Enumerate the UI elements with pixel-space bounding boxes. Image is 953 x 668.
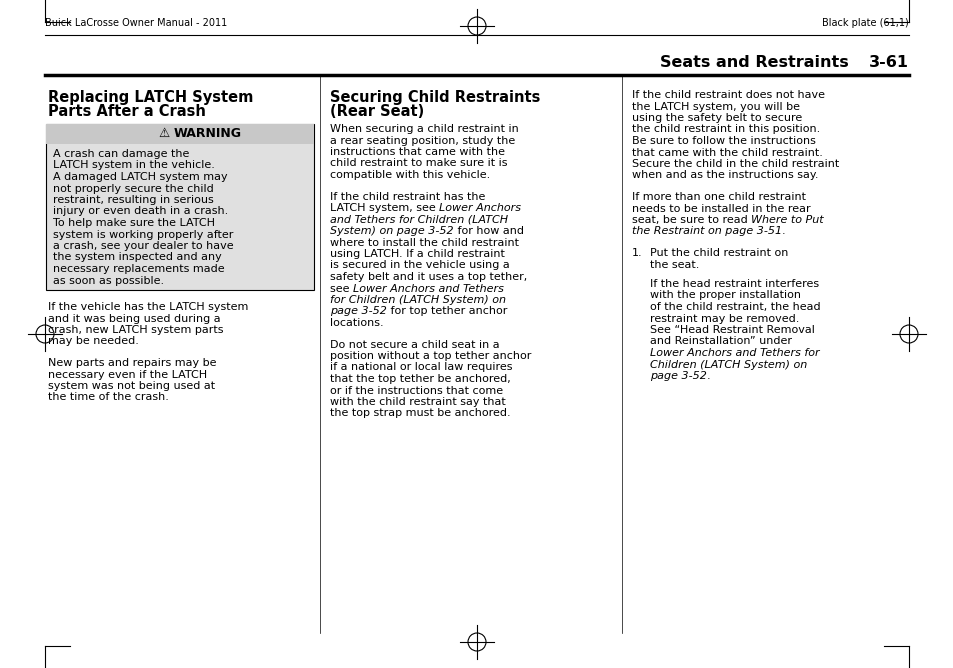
Text: restraint, resulting in serious: restraint, resulting in serious — [53, 195, 213, 205]
Text: with the child restraint say that: with the child restraint say that — [330, 397, 505, 407]
Text: Be sure to follow the instructions: Be sure to follow the instructions — [631, 136, 815, 146]
Text: Lower Anchors and Tethers for: Lower Anchors and Tethers for — [649, 348, 819, 358]
Text: restraint may be removed.: restraint may be removed. — [649, 313, 799, 323]
Text: that came with the child restraint.: that came with the child restraint. — [631, 148, 822, 158]
Text: see: see — [330, 283, 353, 293]
Text: of the child restraint, the head: of the child restraint, the head — [649, 302, 820, 312]
Text: or if the instructions that come: or if the instructions that come — [330, 385, 502, 395]
Text: Lower Anchors: Lower Anchors — [438, 203, 520, 213]
Text: Parts After a Crash: Parts After a Crash — [48, 104, 206, 119]
Text: needs to be installed in the rear: needs to be installed in the rear — [631, 204, 810, 214]
Text: position without a top tether anchor: position without a top tether anchor — [330, 351, 531, 361]
Text: the child restraint in this position.: the child restraint in this position. — [631, 124, 820, 134]
Bar — [46, 124, 314, 290]
Text: ⚠: ⚠ — [158, 127, 170, 140]
Text: system was not being used at: system was not being used at — [48, 381, 214, 391]
Text: the top strap must be anchored.: the top strap must be anchored. — [330, 409, 510, 418]
Text: If the head restraint interferes: If the head restraint interferes — [649, 279, 819, 289]
Text: .: . — [706, 371, 710, 381]
Text: a rear seating position, study the: a rear seating position, study the — [330, 136, 515, 146]
Text: system is working properly after: system is working properly after — [53, 230, 233, 240]
Text: See “Head Restraint Removal: See “Head Restraint Removal — [649, 325, 814, 335]
Text: If the child restraint has the: If the child restraint has the — [330, 192, 485, 202]
Text: Securing Child Restraints: Securing Child Restraints — [330, 90, 539, 105]
Bar — [46, 124, 314, 144]
Text: WARNING: WARNING — [173, 127, 242, 140]
Text: when and as the instructions say.: when and as the instructions say. — [631, 170, 818, 180]
Text: A crash can damage the: A crash can damage the — [53, 149, 190, 159]
Text: with the proper installation: with the proper installation — [649, 291, 801, 301]
Text: If the vehicle has the LATCH system: If the vehicle has the LATCH system — [48, 302, 248, 312]
Text: for how and: for how and — [453, 226, 523, 236]
Text: A damaged LATCH system may: A damaged LATCH system may — [53, 172, 228, 182]
Text: Buick LaCrosse Owner Manual - 2011: Buick LaCrosse Owner Manual - 2011 — [45, 18, 227, 28]
Text: using the safety belt to secure: using the safety belt to secure — [631, 113, 801, 123]
Text: Put the child restraint on: Put the child restraint on — [649, 248, 787, 258]
Text: LATCH system in the vehicle.: LATCH system in the vehicle. — [53, 160, 214, 170]
Text: page 3-52: page 3-52 — [330, 307, 387, 317]
Text: crash, new LATCH system parts: crash, new LATCH system parts — [48, 325, 223, 335]
Text: instructions that came with the: instructions that came with the — [330, 147, 504, 157]
Text: injury or even death in a crash.: injury or even death in a crash. — [53, 206, 228, 216]
Text: Replacing LATCH System: Replacing LATCH System — [48, 90, 253, 105]
Text: and Tethers for Children (LATCH: and Tethers for Children (LATCH — [330, 214, 508, 224]
Text: as soon as possible.: as soon as possible. — [53, 275, 164, 285]
Text: Secure the child in the child restraint: Secure the child in the child restraint — [631, 159, 839, 169]
Text: Seats and Restraints: Seats and Restraints — [659, 55, 848, 70]
Text: the Restraint on page 3-51: the Restraint on page 3-51 — [631, 226, 781, 236]
Text: the system inspected and any: the system inspected and any — [53, 253, 221, 263]
Text: Black plate (61,1): Black plate (61,1) — [821, 18, 908, 28]
Text: safety belt and it uses a top tether,: safety belt and it uses a top tether, — [330, 272, 527, 282]
Text: may be needed.: may be needed. — [48, 337, 139, 347]
Text: a crash, see your dealer to have: a crash, see your dealer to have — [53, 241, 233, 251]
Text: System) on page 3-52: System) on page 3-52 — [330, 226, 453, 236]
Text: LATCH system, see: LATCH system, see — [330, 203, 438, 213]
Text: and it was being used during a: and it was being used during a — [48, 313, 220, 323]
Text: the seat.: the seat. — [649, 259, 699, 269]
Text: Lower Anchors and Tethers: Lower Anchors and Tethers — [353, 283, 503, 293]
Text: the LATCH system, you will be: the LATCH system, you will be — [631, 102, 800, 112]
Text: page 3-52: page 3-52 — [649, 371, 706, 381]
Text: necessary replacements made: necessary replacements made — [53, 264, 224, 274]
Text: that the top tether be anchored,: that the top tether be anchored, — [330, 374, 510, 384]
Text: seat, be sure to read: seat, be sure to read — [631, 215, 750, 225]
Text: child restraint to make sure it is: child restraint to make sure it is — [330, 158, 507, 168]
Text: If more than one child restraint: If more than one child restraint — [631, 192, 805, 202]
Text: for Children (LATCH System) on: for Children (LATCH System) on — [330, 295, 505, 305]
Text: compatible with this vehicle.: compatible with this vehicle. — [330, 170, 490, 180]
Text: where to install the child restraint: where to install the child restraint — [330, 238, 518, 248]
Text: Do not secure a child seat in a: Do not secure a child seat in a — [330, 339, 499, 349]
Text: and Reinstallation” under: and Reinstallation” under — [649, 337, 791, 347]
Text: for top tether anchor: for top tether anchor — [387, 307, 507, 317]
Text: not properly secure the child: not properly secure the child — [53, 184, 213, 194]
Text: To help make sure the LATCH: To help make sure the LATCH — [53, 218, 214, 228]
Text: 3-61: 3-61 — [868, 55, 908, 70]
Text: locations.: locations. — [330, 318, 383, 328]
Text: If the child restraint does not have: If the child restraint does not have — [631, 90, 824, 100]
Text: necessary even if the LATCH: necessary even if the LATCH — [48, 369, 207, 379]
Text: .: . — [781, 226, 785, 236]
Text: is secured in the vehicle using a: is secured in the vehicle using a — [330, 261, 509, 271]
Text: Where to Put: Where to Put — [750, 215, 823, 225]
Text: if a national or local law requires: if a national or local law requires — [330, 363, 512, 373]
Text: the time of the crash.: the time of the crash. — [48, 393, 169, 403]
Text: New parts and repairs may be: New parts and repairs may be — [48, 358, 216, 368]
Text: 1.: 1. — [631, 248, 642, 258]
Text: (Rear Seat): (Rear Seat) — [330, 104, 424, 119]
Text: Children (LATCH System) on: Children (LATCH System) on — [649, 359, 806, 369]
Text: using LATCH. If a child restraint: using LATCH. If a child restraint — [330, 249, 504, 259]
Text: When securing a child restraint in: When securing a child restraint in — [330, 124, 518, 134]
